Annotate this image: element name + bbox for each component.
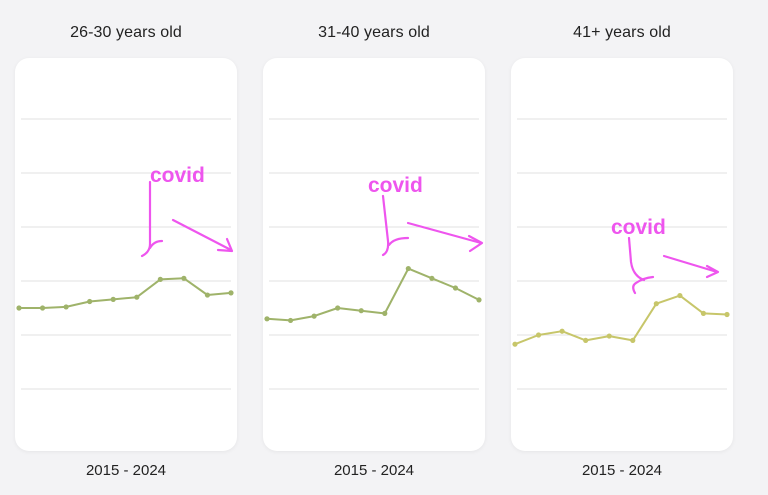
- data-point: [606, 333, 612, 339]
- trend-arrow: [171, 218, 233, 252]
- chart-panel: covid: [263, 58, 485, 451]
- trend-arrow: [406, 221, 483, 245]
- annotation-label: covid: [368, 174, 423, 197]
- chart-panel: covid: [15, 58, 237, 451]
- data-point: [204, 292, 211, 298]
- trend-arrowhead: [705, 264, 720, 279]
- data-point: [476, 297, 482, 303]
- data-point: [287, 317, 294, 324]
- chart-plot-area: covid: [264, 118, 484, 390]
- data-point: [358, 308, 364, 314]
- annotation-label: covid: [611, 216, 666, 239]
- data-point: [157, 276, 163, 282]
- annotation-label: covid: [150, 164, 205, 187]
- data-point: [700, 310, 707, 316]
- data-point: [512, 341, 518, 347]
- trend-arrowhead: [216, 237, 234, 253]
- data-point: [559, 328, 565, 334]
- data-point: [87, 298, 93, 305]
- data-point: [264, 316, 270, 322]
- data-point: [429, 275, 435, 281]
- data-point: [335, 305, 341, 311]
- data-point: [653, 301, 659, 307]
- data-point: [63, 304, 69, 310]
- data-point: [181, 275, 187, 281]
- series-line: [514, 294, 728, 346]
- chart-plot-area: covid: [512, 118, 730, 390]
- annotation-bracket: [140, 180, 164, 258]
- chart-panel: covid: [511, 58, 733, 451]
- trend-arrowhead: [467, 234, 484, 253]
- chart-plot-area: covid: [16, 118, 234, 390]
- x-axis-label: 2015 - 2024: [85, 462, 167, 479]
- data-point: [452, 285, 459, 291]
- data-point: [724, 311, 730, 318]
- data-point: [110, 296, 116, 302]
- annotation-bracket: [381, 194, 410, 257]
- data-point: [677, 292, 683, 299]
- series-line: [19, 277, 232, 309]
- series-line: [266, 267, 480, 322]
- data-point: [630, 337, 636, 343]
- trend-arrow: [662, 254, 719, 274]
- annotation-bracket: [627, 236, 655, 295]
- data-point: [16, 305, 22, 311]
- data-point: [134, 294, 140, 300]
- x-axis-label: 2015 - 2024: [333, 462, 415, 479]
- data-point: [311, 313, 317, 319]
- panel-title: 31-40 years old: [318, 24, 430, 41]
- data-point: [405, 265, 411, 272]
- data-point: [535, 332, 542, 338]
- panel-title: 41+ years old: [573, 24, 671, 41]
- data-point: [228, 290, 234, 296]
- data-point: [382, 310, 388, 316]
- data-point: [39, 305, 46, 311]
- x-axis-label: 2015 - 2024: [581, 462, 663, 479]
- panel-title: 26-30 years old: [70, 24, 182, 41]
- data-point: [583, 337, 589, 343]
